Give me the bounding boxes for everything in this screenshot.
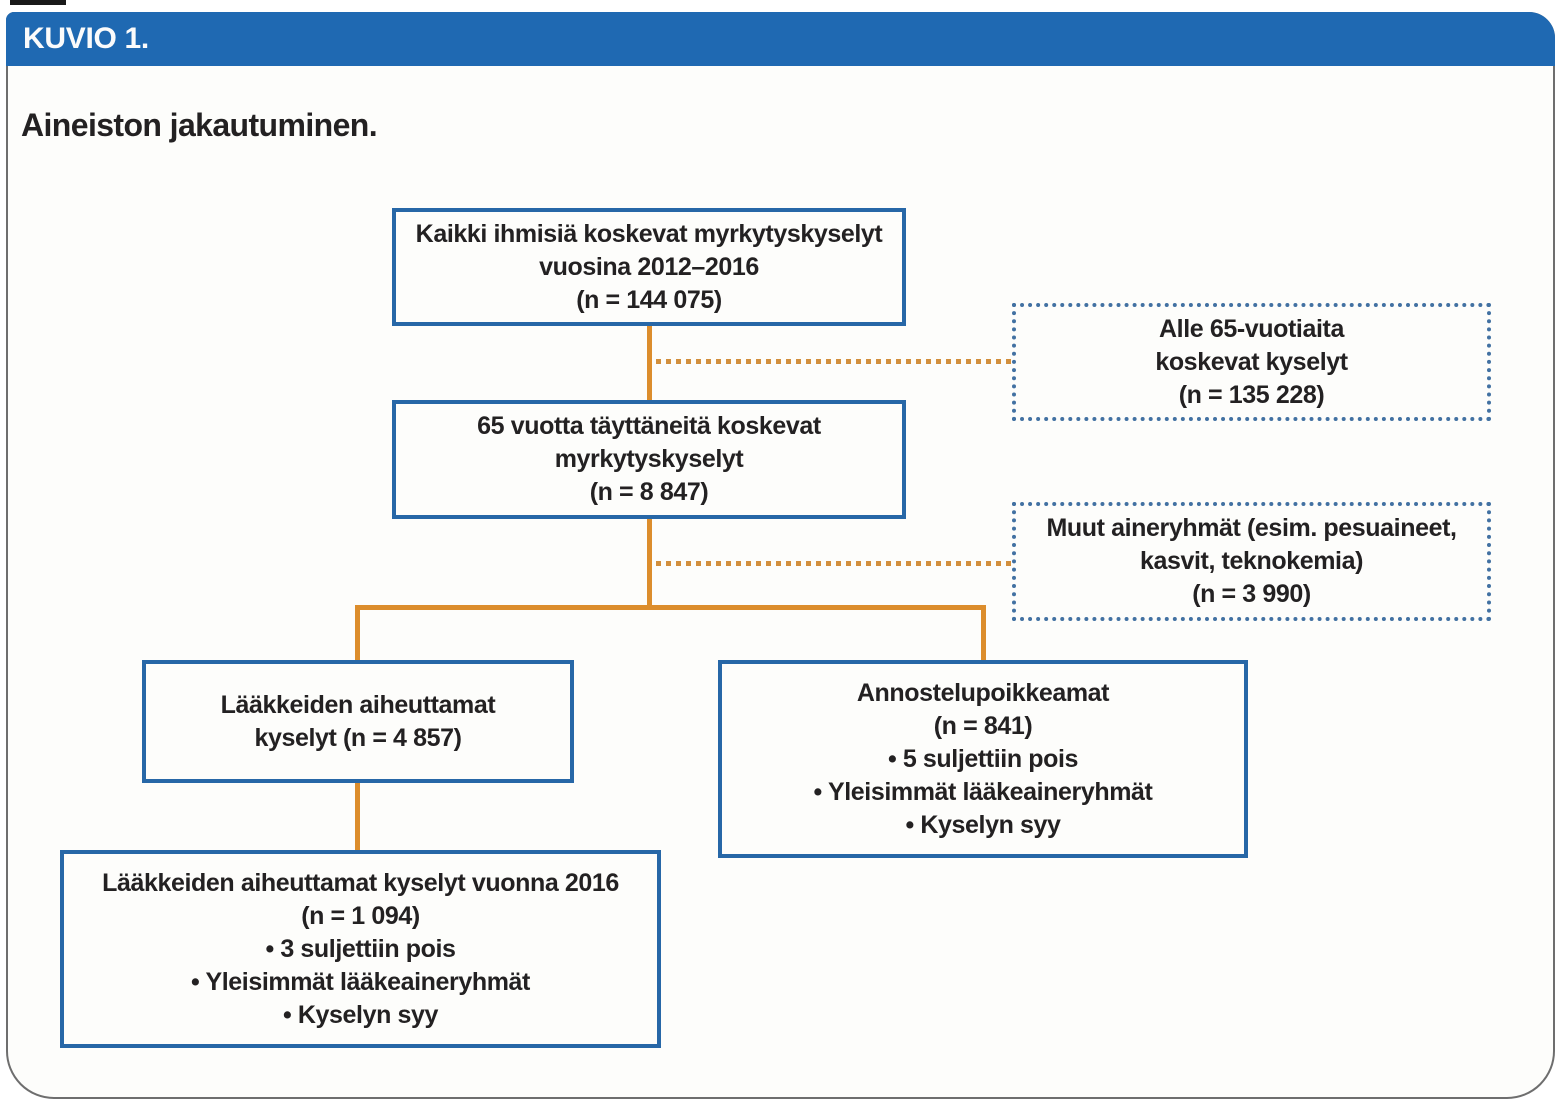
- figure-kicker: KUVIO 1.: [23, 22, 149, 55]
- node-text-line: myrkytyskyselyt: [554, 445, 744, 473]
- node-under-65-excluded: Alle 65-vuotiaita koskevat kyselyt (n = …: [1012, 303, 1491, 421]
- node-text-line: Annostelupoikkeamat: [856, 678, 1110, 707]
- node-medicine-queries-2016: Lääkkeiden aiheuttamat kyselyt vuonna 20…: [60, 850, 661, 1048]
- node-dosing-errors: Annostelupoikkeamat (n = 841) • 5 suljet…: [718, 660, 1248, 858]
- node-text-line: • Yleisimmät lääkeaineryhmät: [813, 777, 1153, 806]
- node-text-line: (n = 1 094): [301, 901, 420, 930]
- node-text-line: Lääkkeiden aiheuttamat: [220, 690, 496, 719]
- node-text-line: koskevat kyselyt: [1155, 347, 1348, 376]
- connector-all-to-65plus: [647, 324, 652, 402]
- node-text-line: Muut aineryhmät (esim. pesuaineet,: [1046, 514, 1457, 542]
- top-edge-artifact: [10, 0, 66, 5]
- node-text-line: kyselyt (n = 4 857): [254, 723, 462, 752]
- connector-split-horizontal: [355, 605, 986, 610]
- figure-title: Aineiston jakautuminen.: [21, 107, 378, 143]
- node-text-line: • Yleisimmät lääkeaineryhmät: [191, 967, 530, 996]
- connector-down-to-medicine: [355, 605, 360, 662]
- node-text-line: (n = 135 228): [1178, 380, 1325, 409]
- node-text-line: (n = 841): [933, 711, 1033, 740]
- node-all-poison-queries: Kaikki ihmisiä koskevat myrkytyskyselyt …: [392, 208, 906, 326]
- node-text-line: (n = 144 075): [576, 285, 722, 314]
- node-medicine-queries: Lääkkeiden aiheuttamat kyselyt (n = 4 85…: [142, 660, 574, 783]
- connector-down-to-dosing: [981, 605, 986, 662]
- node-text-line: Alle 65-vuotiaita: [1159, 314, 1344, 343]
- node-text-line: (n = 8 847): [589, 478, 709, 506]
- node-text-line: • 5 suljettiin pois: [887, 744, 1079, 773]
- node-text-line: kasvit, teknokemia): [1139, 547, 1364, 575]
- connector-dotted-other-groups: [656, 561, 1012, 566]
- node-text-line: vuosina 2012–2016: [539, 252, 759, 281]
- connector-dotted-under65: [656, 359, 1012, 364]
- connector-65plus-down: [647, 517, 652, 609]
- node-text-line: 65 vuotta täyttäneitä koskevat: [477, 412, 821, 440]
- node-other-substance-groups: Muut aineryhmät (esim. pesuaineet, kasvi…: [1012, 502, 1491, 621]
- node-65-plus-queries: 65 vuotta täyttäneitä koskevat myrkytysk…: [392, 400, 906, 519]
- connector-medicine-to-2016: [355, 781, 360, 852]
- node-text-line: • Kyselyn syy: [905, 810, 1061, 839]
- figure-header-bar: KUVIO 1.: [6, 12, 1555, 66]
- node-text-line: Kaikki ihmisiä koskevat myrkytyskyselyt: [415, 219, 883, 248]
- node-text-line: (n = 3 990): [1192, 580, 1311, 608]
- node-text-line: • Kyselyn syy: [282, 1000, 439, 1029]
- node-text-line: Lääkkeiden aiheuttamat kyselyt vuonna 20…: [102, 868, 619, 897]
- node-text-line: • 3 suljettiin pois: [265, 934, 456, 963]
